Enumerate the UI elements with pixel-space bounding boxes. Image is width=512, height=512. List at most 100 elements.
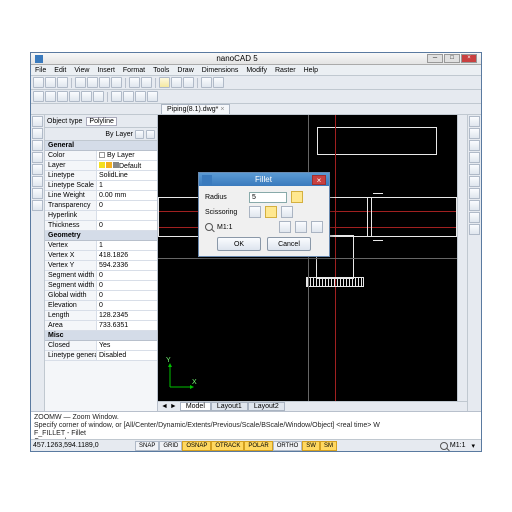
tool-icon[interactable] (111, 91, 122, 102)
property-row[interactable]: Hyperlink (45, 211, 157, 221)
copy-icon[interactable] (99, 77, 110, 88)
snap-snap[interactable]: SNAP (135, 441, 159, 451)
menu-tools[interactable]: Tools (153, 67, 169, 74)
menu-draw[interactable]: Draw (177, 67, 193, 74)
property-value[interactable]: 0 (97, 281, 157, 290)
scale-value[interactable]: M1:1 (450, 442, 466, 449)
menu-modify[interactable]: Modify (246, 67, 267, 74)
snap-osnap[interactable]: OSNAP (182, 441, 211, 451)
property-value[interactable]: 0 (97, 271, 157, 280)
menu-raster[interactable]: Raster (275, 67, 296, 74)
menu-dimensions[interactable]: Dimensions (202, 67, 239, 74)
undo-icon[interactable] (129, 77, 140, 88)
property-row[interactable]: LinetypeSolidLine (45, 171, 157, 181)
open-icon[interactable] (45, 77, 56, 88)
property-row[interactable]: Vertex X418.1826 (45, 251, 157, 261)
drawing-canvas[interactable]: Y X (158, 115, 457, 401)
property-row[interactable]: Vertex1 (45, 241, 157, 251)
extend-icon[interactable] (469, 188, 480, 199)
property-value[interactable]: 0 (97, 221, 157, 230)
menu-format[interactable]: Format (123, 67, 145, 74)
option-icon[interactable] (279, 221, 291, 233)
property-value[interactable]: 1 (97, 241, 157, 250)
property-value[interactable]: 733.6351 (97, 321, 157, 330)
move-icon[interactable] (469, 116, 480, 127)
layer-icon[interactable] (159, 77, 170, 88)
line-icon[interactable] (32, 116, 43, 127)
tool-icon[interactable] (57, 91, 68, 102)
print-icon[interactable] (75, 77, 86, 88)
menu-edit[interactable]: Edit (54, 67, 66, 74)
property-row[interactable]: Vertex Y594.2336 (45, 261, 157, 271)
tool-icon[interactable] (135, 91, 146, 102)
hatch-icon[interactable] (32, 188, 43, 199)
search-icon[interactable] (205, 223, 213, 231)
property-row[interactable]: Linetype generaDisabled (45, 351, 157, 361)
property-value[interactable]: 0 (97, 291, 157, 300)
pan-icon[interactable] (213, 77, 224, 88)
property-row[interactable]: Segment width0 (45, 271, 157, 281)
tool-icon[interactable] (45, 91, 56, 102)
ok-button[interactable]: OK (217, 237, 261, 251)
property-value[interactable]: SolidLine (97, 171, 157, 180)
copy-icon[interactable] (469, 128, 480, 139)
property-row[interactable]: Area733.6351 (45, 321, 157, 331)
arc-icon[interactable] (32, 152, 43, 163)
object-type-value[interactable]: Polyline (86, 117, 117, 126)
property-row[interactable]: Line Weight0.00 mm (45, 191, 157, 201)
trim-icon[interactable] (469, 176, 480, 187)
close-button[interactable]: × (461, 54, 477, 63)
scissoring-mode-icon[interactable] (249, 206, 261, 218)
tool-icon[interactable] (147, 91, 158, 102)
scrollbar-vertical[interactable] (457, 115, 467, 401)
rect-icon[interactable] (32, 164, 43, 175)
property-value[interactable]: 128.2345 (97, 311, 157, 320)
circle-icon[interactable] (32, 140, 43, 151)
property-value[interactable]: 418.1826 (97, 251, 157, 260)
paste-icon[interactable] (111, 77, 122, 88)
rotate-icon[interactable] (469, 140, 480, 151)
snap-sw[interactable]: SW (302, 441, 320, 451)
property-row[interactable]: Segment width0 (45, 281, 157, 291)
scissoring-mode-icon[interactable] (265, 206, 277, 218)
option-icon[interactable] (311, 221, 323, 233)
property-value[interactable]: 0 (97, 201, 157, 210)
snap-ortho[interactable]: ORTHO (273, 441, 303, 451)
maximize-button[interactable]: □ (444, 54, 460, 63)
snap-polar[interactable]: POLAR (244, 441, 272, 451)
fillet-icon[interactable] (469, 200, 480, 211)
zoom-icon[interactable] (440, 442, 448, 450)
property-row[interactable]: ColorBy Layer (45, 151, 157, 161)
property-row[interactable]: Thickness0 (45, 221, 157, 231)
mirror-icon[interactable] (469, 152, 480, 163)
property-row[interactable]: ClosedYes (45, 341, 157, 351)
model-tab[interactable]: Model (180, 402, 211, 411)
tool-icon[interactable] (81, 91, 92, 102)
edit-icon[interactable] (171, 77, 182, 88)
close-icon[interactable]: × (220, 106, 224, 113)
tool-icon[interactable] (93, 91, 104, 102)
new-icon[interactable] (33, 77, 44, 88)
tool-icon[interactable] (69, 91, 80, 102)
prop-tool-icon[interactable] (135, 130, 144, 139)
property-row[interactable]: Transparency0 (45, 201, 157, 211)
property-value[interactable]: Yes (97, 341, 157, 350)
document-tab[interactable]: Piping(8.1).dwg* × (161, 104, 230, 114)
command-line[interactable]: ZOOMW — Zoom Window. Specify corner of w… (31, 411, 481, 439)
cancel-button[interactable]: Cancel (267, 237, 311, 251)
save-icon[interactable] (57, 77, 68, 88)
property-row[interactable]: LayerDefault (45, 161, 157, 171)
chamfer-icon[interactable] (469, 212, 480, 223)
radius-input[interactable] (249, 192, 287, 203)
snap-sm[interactable]: SM (320, 441, 337, 451)
measure-icon[interactable] (183, 77, 194, 88)
layout-tab[interactable]: Layout1 (211, 402, 248, 411)
property-row[interactable]: Length128.2345 (45, 311, 157, 321)
menu-help[interactable]: Help (304, 67, 318, 74)
polyline-icon[interactable] (32, 128, 43, 139)
property-row[interactable]: Linetype Scale1 (45, 181, 157, 191)
property-value[interactable] (97, 211, 157, 220)
property-value[interactable]: Default (97, 161, 157, 170)
menu-file[interactable]: File (35, 67, 46, 74)
menu-view[interactable]: View (74, 67, 89, 74)
